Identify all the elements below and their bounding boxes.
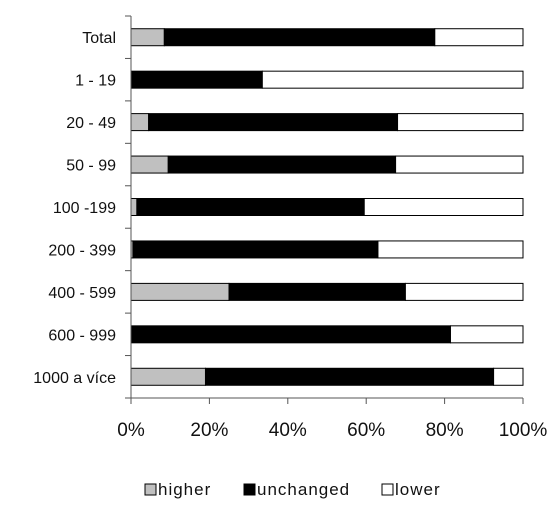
- bar-unchanged-5: [132, 240, 379, 259]
- category-label: 20 - 49: [66, 115, 116, 132]
- bars-layer: [130, 28, 524, 386]
- x-tick-label: 40%: [269, 420, 307, 441]
- bar-lower-4: [363, 198, 524, 216]
- labels-layer: Total 1 - 19 20 - 49 50 - 99 100 -199 200 - 3…: [33, 30, 547, 441]
- bar-higher-3: [130, 155, 169, 174]
- bar-unchanged-1: [130, 70, 263, 89]
- bar-lower-8: [493, 367, 524, 386]
- legend-swatch-lower: [381, 483, 394, 496]
- bar-unchanged-3: [167, 155, 397, 174]
- bar-unchanged-7: [130, 325, 451, 344]
- legend-label-higher: higher: [158, 480, 211, 499]
- bar-unchanged-2: [148, 113, 399, 132]
- bar-lower-2: [397, 113, 524, 132]
- bar-higher-4: [130, 198, 138, 216]
- x-tick-label: 60%: [347, 420, 385, 441]
- bar-higher-6: [130, 282, 230, 301]
- legend-swatch-higher: [144, 483, 157, 496]
- legend: higher unchanged lower: [144, 480, 441, 499]
- bar-lower-3: [395, 155, 524, 174]
- bar-higher-2: [130, 113, 150, 132]
- category-label: 600 - 999: [48, 327, 116, 344]
- x-tick-label: 20%: [190, 420, 228, 441]
- legend-label-unchanged: unchanged: [257, 480, 350, 499]
- axis-layer: [125, 15, 524, 404]
- bar-unchanged-4: [136, 198, 365, 216]
- bar-higher-8: [130, 367, 206, 386]
- x-tick-label: 80%: [426, 420, 464, 441]
- category-label: Total: [82, 30, 116, 47]
- legend-label-lower: lower: [395, 480, 441, 499]
- x-tick-label: 100%: [499, 420, 548, 441]
- category-label: 1 - 19: [75, 73, 116, 90]
- bar-unchanged-6: [228, 282, 406, 301]
- bar-lower-6: [404, 282, 524, 301]
- category-label: 200 - 399: [48, 242, 116, 259]
- bar-unchanged-0: [163, 28, 436, 47]
- x-tick-label: 0%: [117, 420, 145, 441]
- category-label: 50 - 99: [66, 158, 116, 175]
- bar-lower-1: [261, 70, 524, 89]
- bar-higher-0: [130, 28, 165, 47]
- category-label: 1000 a více: [33, 370, 116, 387]
- legend-swatch-unchanged: [243, 483, 256, 496]
- bar-lower-5: [377, 240, 524, 259]
- bar-lower-7: [449, 325, 524, 344]
- bar-lower-0: [434, 28, 524, 47]
- category-label: 100 -199: [53, 200, 116, 217]
- bar-unchanged-8: [204, 367, 495, 386]
- category-label: 400 - 599: [48, 285, 116, 302]
